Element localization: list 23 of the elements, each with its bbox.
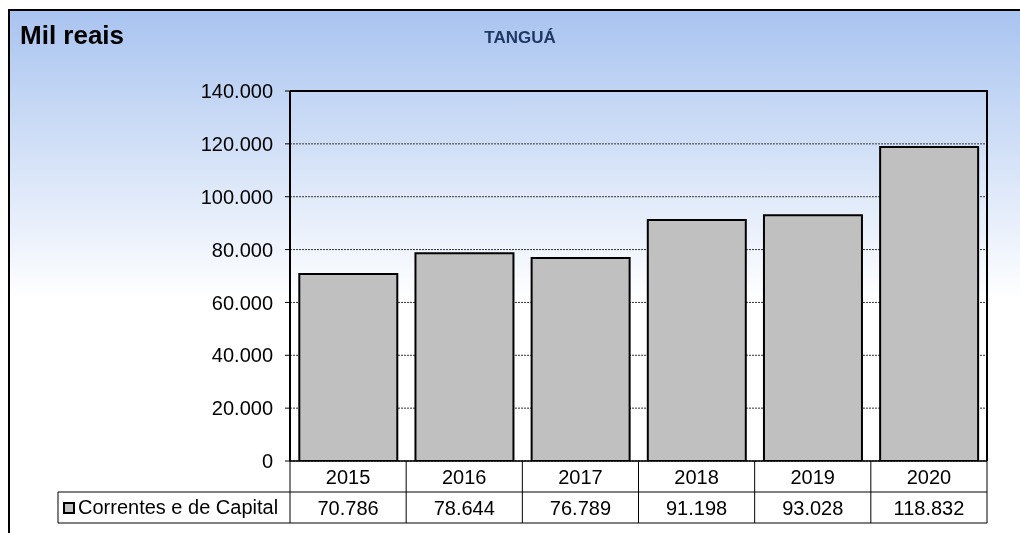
chart-title: TANGUÁ — [484, 27, 556, 49]
data-label: 76.789 — [549, 497, 611, 520]
x-tick-label: 2017 — [558, 466, 603, 489]
data-label: 93.028 — [782, 497, 844, 520]
data-label: 70.786 — [317, 497, 379, 520]
y-tick-label: 80.000 — [211, 238, 273, 261]
y-tick-label: 40.000 — [211, 344, 273, 367]
x-tick-label: 2020 — [906, 466, 952, 489]
x-tick-label: 2019 — [790, 466, 835, 489]
y-tick-label: 20.000 — [211, 397, 273, 420]
y-tick-label: 140.000 — [200, 80, 273, 103]
data-label: 118.832 — [893, 497, 965, 520]
y-axis-title: Mil reais — [20, 19, 125, 51]
y-tick-label: 0 — [261, 450, 273, 473]
x-tick-label: 2015 — [325, 466, 371, 489]
y-tick-label: 120.000 — [200, 132, 273, 155]
data-label: 91.198 — [666, 497, 728, 520]
legend-label: Correntes e de Capital — [78, 496, 279, 519]
y-tick-label: 60.000 — [211, 291, 273, 314]
x-tick-label: 2016 — [442, 466, 487, 489]
y-tick-label: 100.000 — [200, 185, 273, 208]
data-label: 78.644 — [433, 497, 495, 520]
x-tick-label: 2018 — [674, 466, 719, 489]
